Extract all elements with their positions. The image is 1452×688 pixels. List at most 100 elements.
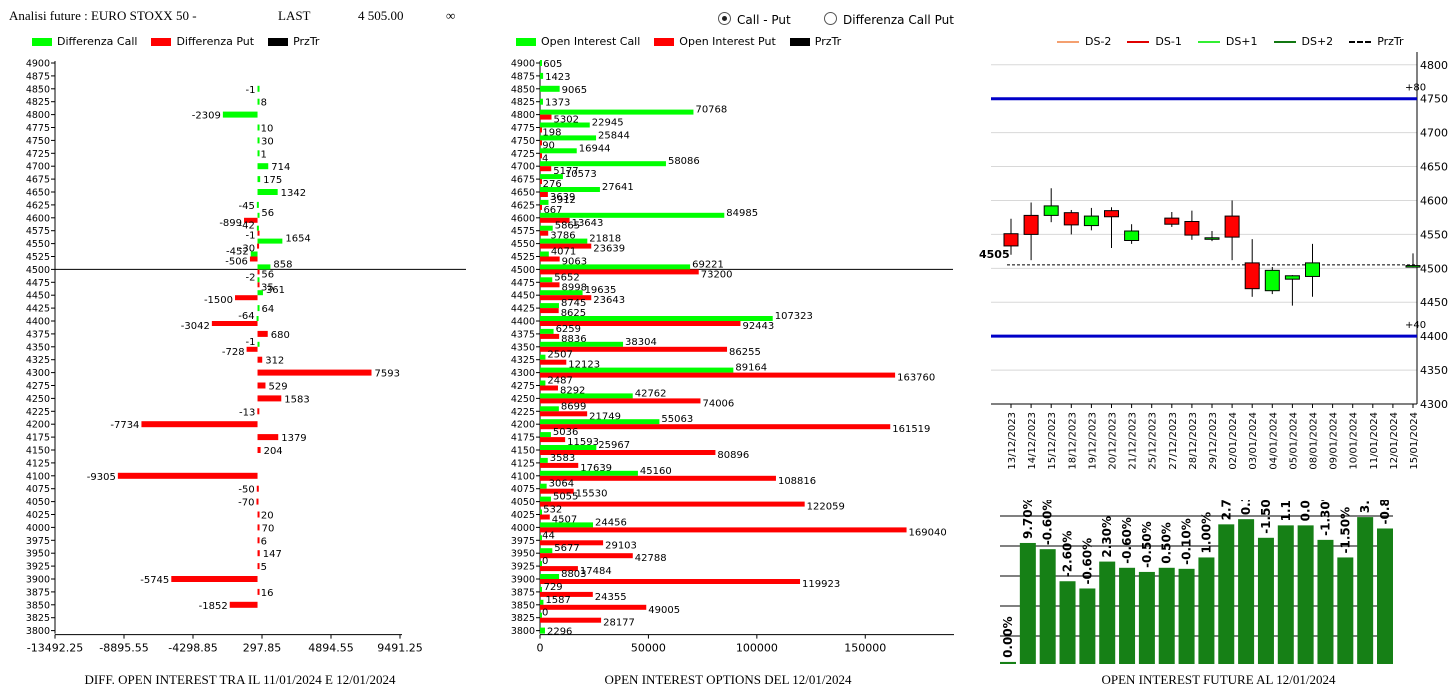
bar-call (540, 290, 583, 296)
y-tick-label: 4600 (511, 213, 535, 224)
bar-put (540, 346, 728, 352)
x-tick-label: 14/12/2023 (1027, 412, 1038, 470)
bar-put-label: 276 (543, 179, 562, 190)
bar-put (257, 434, 279, 441)
y-tick-label: 4325 (511, 355, 535, 366)
y-tick-label: 4100 (511, 471, 535, 482)
bar-put-label: 667 (543, 205, 562, 216)
bar-put-label: 28177 (603, 618, 635, 629)
bar-call-label: 1373 (545, 98, 570, 109)
candle-body (1124, 230, 1140, 241)
y-tick-label: 4575 (511, 226, 535, 237)
legend-swatch-black (789, 37, 810, 46)
oi-future-bar-label: -0.80% (1378, 500, 1392, 524)
bar-put (540, 114, 552, 120)
x-tick-label: 19/12/2023 (1087, 412, 1098, 470)
bar-call (540, 548, 553, 554)
bar-call-label: 25844 (598, 130, 630, 141)
y-tick-label: 4225 (511, 407, 535, 418)
bar-call-label: 69221 (692, 259, 724, 270)
bar-put (540, 256, 560, 262)
x-tick-label: 25/12/2023 (1148, 412, 1159, 470)
bar-put (117, 472, 258, 479)
radio-diff-call-put[interactable]: Differenza Call Put (824, 11, 954, 27)
y-tick-label: 4400 (26, 317, 50, 328)
oi-future-bar (1277, 525, 1294, 664)
bar-put-label: 5177 (553, 166, 578, 177)
bar-call-label: 8 (261, 98, 267, 109)
bar-put-label: 23643 (593, 295, 625, 306)
bar-put-label: 204 (264, 446, 283, 457)
oi-future-bar-label: 2.30% (1100, 516, 1114, 558)
oi-options-chart: 4900487548504825480047754750472547004675… (511, 59, 954, 655)
oi-future-bar (1337, 557, 1354, 664)
bar-put-label: 163760 (897, 373, 935, 384)
bar-put-label: -1500 (204, 295, 233, 306)
oi-future-bar (1119, 567, 1136, 664)
y-tick-label: 4600 (26, 213, 50, 224)
x-tick-label: 28/12/2023 (1188, 412, 1199, 470)
y-tick-label: 4725 (511, 149, 535, 160)
bar-call-label: 5865 (555, 221, 580, 232)
bar-put (235, 295, 258, 301)
bar-put (540, 321, 741, 326)
last-value: 4 505.00 (358, 8, 404, 23)
y-tick-label: 4050 (26, 497, 50, 508)
bar-call (256, 316, 259, 321)
y-tick-label: 4200 (511, 420, 535, 431)
x-tick-label: 18/12/2023 (1067, 412, 1078, 470)
y-tick-label: 4550 (26, 239, 50, 250)
y-tick-label: 4450 (1420, 296, 1448, 309)
y-tick-label: 3875 (511, 587, 535, 598)
bar-call (540, 419, 660, 425)
infinity-symbol: ∞ (446, 8, 456, 23)
oi-future-chart: 0.00%9.70% -0.60%-2.60% -0.60%2.30% -0.60% -… (1000, 500, 1393, 664)
y-tick-label: 4250 (26, 394, 50, 405)
bar-put-label: 529 (268, 382, 287, 393)
y-tick-label: 4300 (26, 368, 50, 379)
oi-future-bar (1257, 537, 1274, 664)
x-tick-label: 297.85 (243, 642, 282, 655)
bar-put-label: 16 (261, 588, 274, 599)
oi-future-bar (1138, 571, 1155, 664)
bar-call (540, 367, 734, 373)
y-tick-label: 4800 (1420, 59, 1448, 72)
y-tick-label: 4700 (511, 162, 535, 173)
bar-call-label: 2296 (547, 627, 572, 638)
radio-call-put-label: Call - Put (737, 13, 791, 27)
y-tick-label: 4175 (26, 433, 50, 444)
bar-call-label: 10573 (565, 169, 597, 180)
y-tick-label: 4500 (26, 265, 50, 276)
bar-put (257, 230, 260, 236)
legend-ds+2: DS+2 (1301, 35, 1334, 48)
bar-put-label: -9305 (87, 472, 116, 483)
bar-call-label: 107323 (775, 311, 813, 322)
bar-put-label: -899 (219, 218, 242, 229)
bar-call (540, 238, 588, 244)
bar-call (540, 380, 546, 386)
y-tick-label: 4575 (26, 226, 50, 237)
bar-call-label: 1423 (545, 72, 570, 83)
bar-put-label: 4 (542, 153, 548, 164)
caption-oi-future: OPEN INTEREST FUTURE AL 12/01/2024 (1101, 672, 1336, 687)
x-tick-label: 100000 (736, 642, 778, 655)
bar-call-label: 8803 (561, 569, 586, 580)
candle-body (1405, 265, 1421, 268)
y-tick-label: 4425 (26, 304, 50, 315)
bar-put (256, 498, 259, 505)
bar-put-label: 4507 (552, 515, 577, 526)
oi-future-bar-label: 3.20% (1358, 500, 1372, 513)
bar-put-label: -1 (246, 231, 256, 242)
radio-call-put[interactable]: Call - Put (718, 11, 791, 27)
bar-put-label: 29103 (605, 540, 637, 551)
bar-call-label: 25967 (598, 440, 630, 451)
y-tick-label: 4000 (26, 523, 50, 534)
x-tick-label: 50000 (631, 642, 666, 655)
oi-future-bar (1000, 661, 1016, 664)
bar-call-label: -452 (226, 247, 249, 258)
bar-call-label: -42 (239, 221, 255, 232)
bar-call-label: 5036 (553, 427, 578, 438)
y-tick-label: 3900 (26, 575, 50, 586)
x-tick-label: 02/01/2024 (1228, 412, 1239, 470)
x-tick-label: 4894.55 (308, 642, 354, 655)
